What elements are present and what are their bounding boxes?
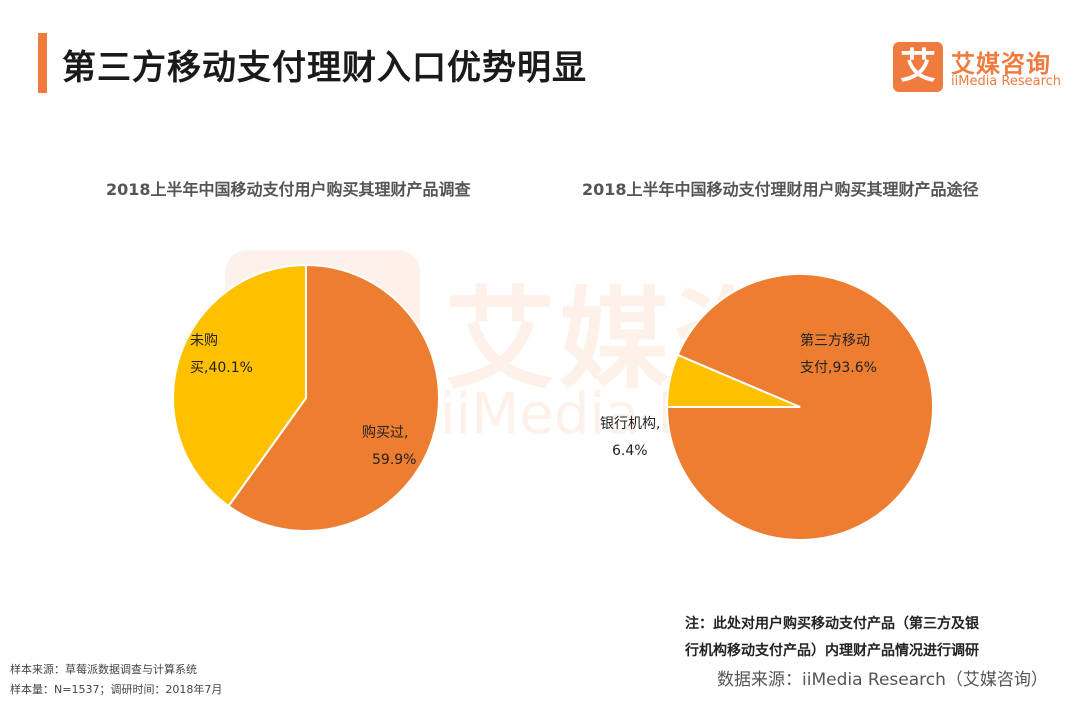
footnote-line-2: 行机构移动支付产品）内理财产品情况进行调研 (685, 643, 979, 659)
sample-size: 样本量：N=1537；调研时间：2018年7月 (10, 683, 223, 696)
pie-0-slice-0 (227, 263, 440, 532)
pie-0-slice-1 (172, 263, 307, 508)
footnote-line-1: 注：此处对用户购买移动支付产品（第三方及银 (685, 616, 979, 632)
pie-0-slice-0-label: 购买过, 59.9% (362, 425, 416, 468)
brand-logo: 艾 艾媒咨询 iiMedia Research (893, 42, 1068, 94)
page-title: 第三方移动支付理财入口优势明显 (62, 48, 587, 88)
chart-title-purchase-channel: 2018上半年中国移动支付理财用户购买其理财产品途径 (582, 180, 979, 199)
pie-1-slice-1-label: 银行机构, 6.4% (600, 416, 660, 459)
logo-mark: 艾 (893, 42, 943, 92)
pie-0-slice-1-label: 未购买,40.1% (190, 333, 253, 376)
footnote: 注：此处对用户购买移动支付产品（第三方及银 行机构移动支付产品）内理财产品情况进… (685, 611, 979, 665)
logo-name-en: iiMedia Research (951, 74, 1062, 89)
sample-source: 样本来源：草莓派数据调查与计算系统 (10, 663, 197, 676)
data-source: 数据来源：iiMedia Research（艾媒咨询） (717, 670, 1048, 690)
logo-name-cn: 艾媒咨询 (951, 50, 1051, 78)
pie-1-slice-1 (665, 353, 801, 408)
title-accent-bar (38, 33, 47, 93)
chart-title-purchase-survey: 2018上半年中国移动支付用户购买其理财产品调查 (106, 180, 471, 199)
sample-info: 样本来源：草莓派数据调查与计算系统 样本量：N=1537；调研时间：2018年7… (10, 660, 222, 700)
pie-1-slice-0-label: 第三方移动支付,93.6% (800, 332, 877, 376)
